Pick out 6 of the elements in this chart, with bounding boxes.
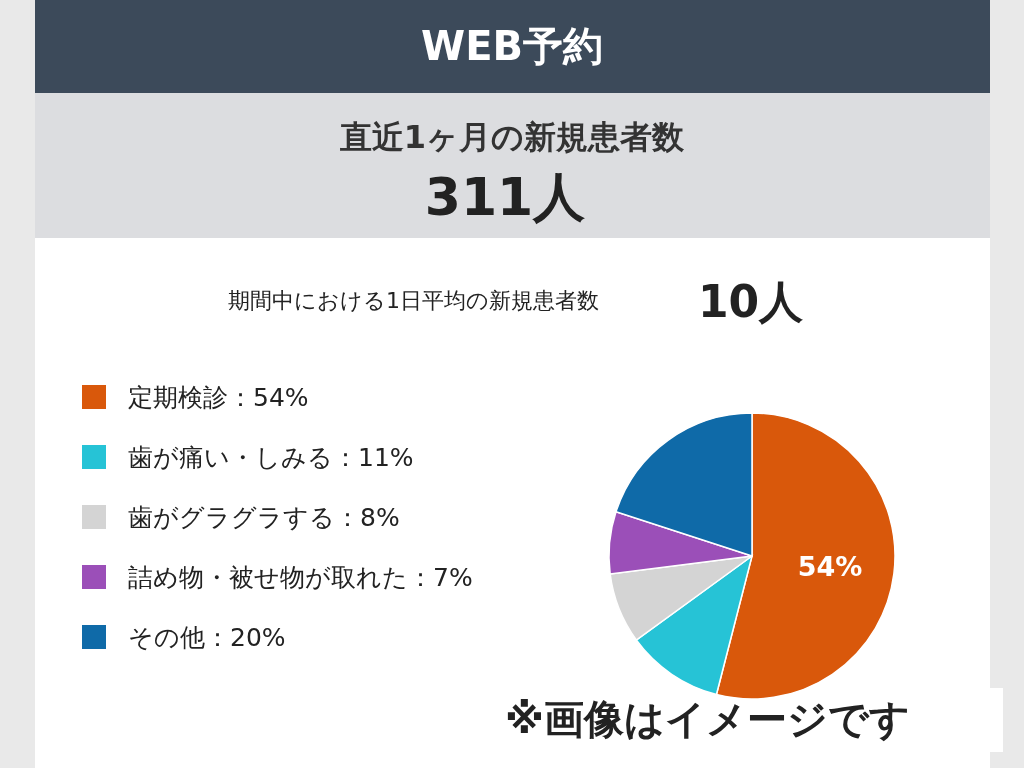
annotation: 311人	[424, 167, 586, 227]
title: WEB予約	[421, 23, 603, 69]
annotation: 期間中における1日平均の新規患者数	[228, 288, 599, 313]
annotation: ※画像はイメージです	[505, 696, 910, 742]
subtitle: 直近1ヶ月の新規患者数	[339, 118, 685, 156]
annotation: 10人	[698, 276, 804, 327]
